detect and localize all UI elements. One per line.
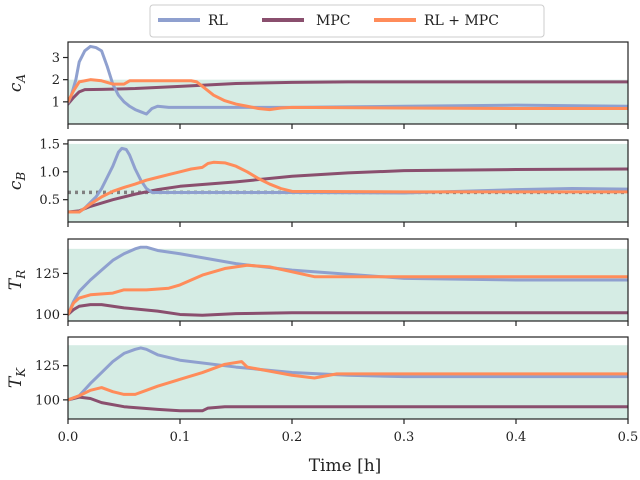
y-tick-label: 125 [35,267,60,282]
series-mpc-line [68,395,628,413]
axes-frame [67,41,629,125]
series-rl-mpc-line [68,360,628,402]
axes-frame [67,139,629,223]
y-tick-label: 100 [35,393,60,408]
x-tick-label: 0.1 [170,430,191,445]
y-tick-label: 3 [52,51,60,66]
axes-frame [67,336,629,420]
series-rl-line [68,346,628,402]
axes-frame [67,238,629,322]
subplot-4: 100 125 0.0 0.1 0.2 0.3 0.4 0.5 TK [6,336,639,445]
legend-frame [149,4,545,38]
y-axis-label: cA [6,74,28,93]
legend: RL MPC RL + MPC [149,4,545,38]
y-tick-label: 100 [35,308,60,323]
series-rl-line [68,44,628,116]
y-axis-label: TR [6,270,28,290]
y-tick-label: 125 [35,359,60,374]
series-rl-mpc-line [68,160,628,214]
x-tick-label: 0.0 [58,430,79,445]
y-tick-label: 2 [52,73,60,88]
y-tick-label: 1.5 [39,137,60,152]
y-axis-label: TK [6,367,28,388]
y-tick-label: 0.5 [39,193,60,208]
x-tick-label: 0.3 [394,430,415,445]
subplot-3: 100 125 TR [6,238,629,326]
series-mpc-line [68,303,628,317]
legend-label-rl: RL [208,13,228,29]
legend-label-mpc: MPC [316,13,350,29]
series-mpc-line [68,167,628,214]
x-axis-label: Time [h] [309,456,382,476]
legend-label-rl-mpc: RL + MPC [424,13,499,29]
subplot-1: 1 2 3 cA [6,41,629,129]
x-tick-label: 0.2 [282,430,303,445]
y-axis-label: cB [6,172,28,191]
y-tick-label: 1.0 [39,165,60,180]
safe-region-2 [68,143,628,222]
subplot-2: 0.5 1.0 1.5 cB [6,137,629,227]
x-tick-label: 0.4 [506,430,527,445]
series-rl-line [68,245,628,316]
y-tick-label: 1 [52,95,60,110]
series-mpc-line [68,80,628,106]
series-rl-mpc-line [68,263,628,316]
safe-region-3 [68,248,628,321]
series-rl-mpc-line [68,78,628,112]
x-tick-label: 0.5 [618,430,639,445]
